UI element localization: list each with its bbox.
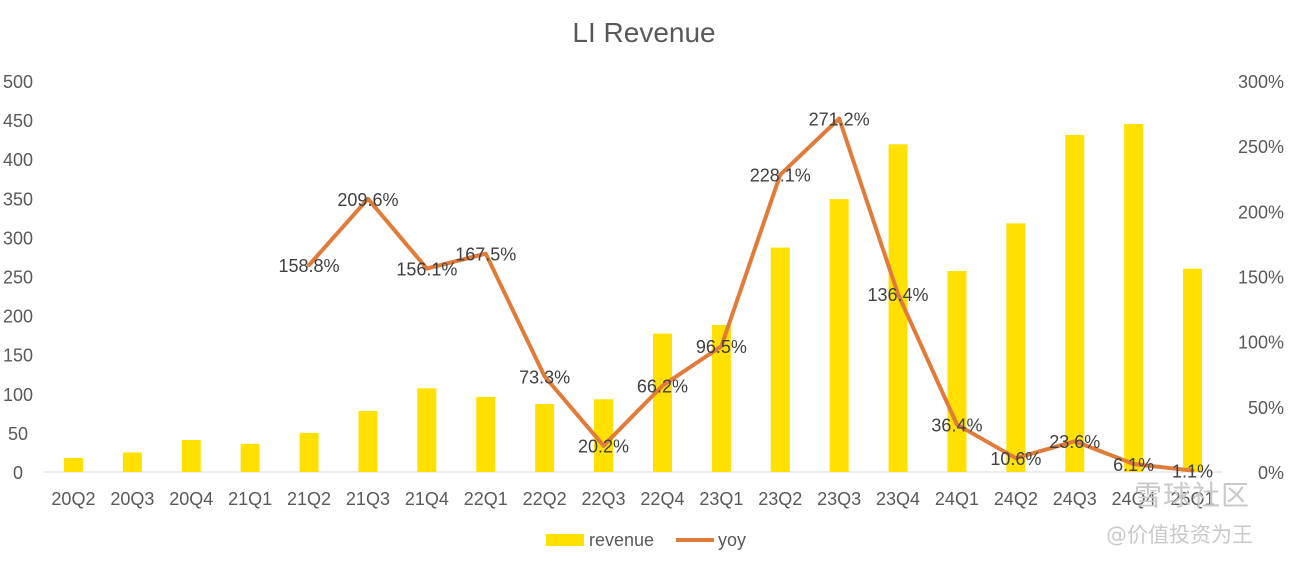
- chart-title: LI Revenue: [572, 17, 715, 48]
- revenue-bar: [829, 199, 849, 472]
- left-axis-tick-label: 350: [3, 189, 33, 209]
- left-axis-tick-label: 250: [3, 268, 33, 288]
- revenue-bar: [652, 333, 672, 472]
- left-axis-tick-label: 0: [13, 463, 23, 483]
- right-axis-ticks: 0% 50% 100% 150% 200% 250% 300%: [1238, 72, 1284, 483]
- x-axis-tick-label: 21Q2: [287, 489, 331, 509]
- x-axis-tick-label: 23Q3: [817, 489, 861, 509]
- revenue-bar: [240, 443, 260, 472]
- x-axis-tick-label: 21Q4: [405, 489, 449, 509]
- left-axis-tick-label: 100: [3, 385, 33, 405]
- yoy-data-label: 36.4%: [931, 416, 982, 436]
- revenue-bars: [63, 124, 1203, 473]
- revenue-bar: [1006, 223, 1026, 472]
- revenue-bar: [594, 399, 614, 472]
- right-axis-tick-label: 250%: [1238, 137, 1284, 157]
- x-axis-tick-label: 22Q2: [523, 489, 567, 509]
- x-axis-tick-label: 22Q3: [582, 489, 626, 509]
- x-axis-tick-label: 21Q3: [346, 489, 390, 509]
- left-axis-ticks: 0 50 100 150 200 250 300 350 400 450 500: [3, 72, 33, 483]
- revenue-bar: [770, 247, 790, 472]
- yoy-line-group: [307, 116, 1195, 473]
- left-axis-tick-label: 500: [3, 72, 33, 92]
- revenue-bar: [535, 403, 555, 472]
- legend: revenue yoy: [546, 530, 746, 550]
- revenue-bar: [888, 144, 908, 473]
- x-axis-tick-label: 20Q4: [169, 489, 213, 509]
- yoy-data-label: 167.5%: [455, 245, 516, 265]
- yoy-data-label: 10.6%: [990, 449, 1041, 469]
- revenue-bar: [181, 439, 201, 472]
- legend-label-yoy: yoy: [718, 530, 746, 550]
- left-axis-tick-label: 200: [3, 307, 33, 327]
- x-axis-tick-label: 23Q4: [876, 489, 920, 509]
- yoy-data-label: 96.5%: [696, 337, 747, 357]
- left-axis-tick-label: 300: [3, 228, 33, 248]
- right-axis-tick-label: 50%: [1248, 398, 1284, 418]
- revenue-bar: [358, 411, 378, 472]
- left-axis-tick-label: 450: [3, 111, 33, 131]
- yoy-data-label: 20.2%: [578, 437, 629, 457]
- revenue-bar: [122, 452, 142, 472]
- right-axis-tick-label: 200%: [1238, 202, 1284, 222]
- revenue-bar: [476, 396, 496, 472]
- legend-swatch-revenue: [546, 534, 584, 546]
- yoy-data-label: 271.2%: [809, 110, 870, 130]
- legend-label-revenue: revenue: [589, 530, 654, 550]
- yoy-line: [307, 116, 1195, 473]
- yoy-data-label: 156.1%: [396, 260, 457, 280]
- watermark-user-text: @价值投资为王: [1106, 523, 1253, 547]
- right-axis-tick-label: 150%: [1238, 268, 1284, 288]
- revenue-bar: [1065, 134, 1085, 472]
- right-axis-tick-label: 100%: [1238, 333, 1284, 353]
- x-axis-tick-label: 22Q4: [640, 489, 684, 509]
- x-axis-tick-label: 22Q1: [464, 489, 508, 509]
- x-axis-tick-label: 20Q3: [110, 489, 154, 509]
- yoy-data-label: 228.1%: [750, 166, 811, 186]
- x-axis-tick-label: 20Q2: [51, 489, 95, 509]
- x-axis-tick-label: 23Q1: [699, 489, 743, 509]
- x-axis-tick-label: 24Q2: [994, 489, 1038, 509]
- right-axis-tick-label: 300%: [1238, 72, 1284, 92]
- watermark-logo-text: 雪球社区: [1134, 479, 1251, 512]
- yoy-data-label: 66.2%: [637, 377, 688, 397]
- x-axis-tick-label: 24Q3: [1053, 489, 1097, 509]
- yoy-data-label: 6.1%: [1113, 455, 1154, 475]
- yoy-data-label: 1.1%: [1172, 462, 1213, 482]
- yoy-data-label: 23.6%: [1049, 432, 1100, 452]
- right-axis-tick-label: 0%: [1258, 463, 1284, 483]
- revenue-bar: [63, 457, 83, 472]
- yoy-data-label: 73.3%: [519, 367, 570, 387]
- x-axis-tick-label: 25Q1: [1171, 489, 1215, 509]
- revenue-bar: [711, 324, 731, 472]
- x-axis-tick-label: 24Q1: [935, 489, 979, 509]
- yoy-data-label: 209.6%: [337, 190, 398, 210]
- left-axis-tick-label: 150: [3, 346, 33, 366]
- x-axis-tick-labels: 20Q2 20Q3 20Q4 21Q1 21Q2 21Q3 21Q4 22Q1 22Q2 22Q3…: [51, 489, 1214, 509]
- x-axis-tick-label: 24Q4: [1112, 489, 1156, 509]
- left-axis-tick-label: 50: [8, 424, 28, 444]
- revenue-bar: [417, 388, 437, 472]
- yoy-data-labels: 158.8% 209.6% 156.1%167.5% 73.3% 20.2% 66.2% 9…: [279, 110, 1214, 482]
- revenue-bar: [1183, 268, 1203, 472]
- x-axis-tick-label: 21Q1: [228, 489, 272, 509]
- x-axis-tick-label: 23Q2: [758, 489, 802, 509]
- left-axis-tick-label: 400: [3, 150, 33, 170]
- revenue-bar: [299, 432, 319, 472]
- revenue-bar: [1124, 124, 1144, 472]
- yoy-data-label: 158.8%: [279, 256, 340, 276]
- revenue-bar: [947, 271, 967, 472]
- yoy-data-label: 136.4%: [868, 285, 929, 305]
